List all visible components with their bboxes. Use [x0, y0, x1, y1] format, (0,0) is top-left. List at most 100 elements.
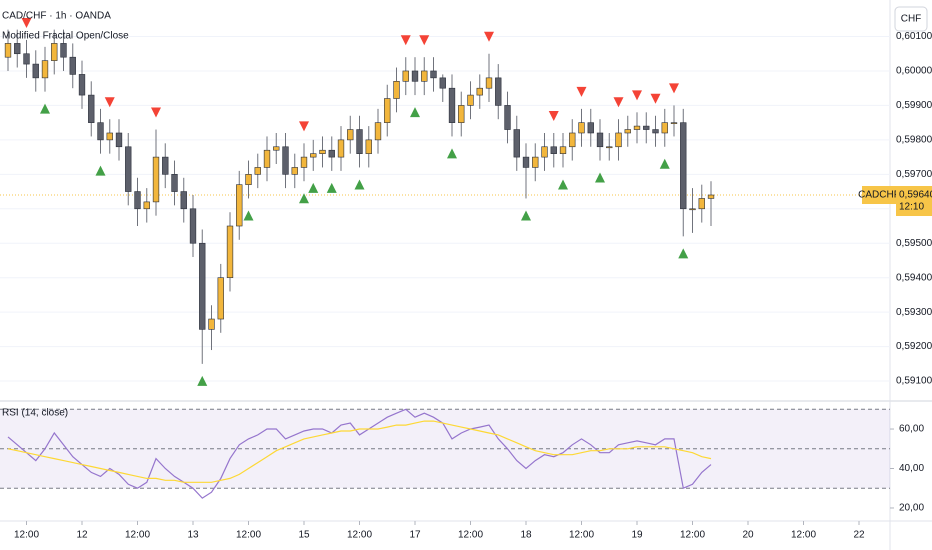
fractal-low-marker [558, 179, 569, 190]
x-tick-label: 12 [76, 530, 88, 541]
candle-body [51, 43, 58, 61]
candle-body [115, 132, 123, 148]
candle-body [402, 70, 409, 82]
countdown-label: 12:10 [899, 202, 924, 213]
fractal-high-marker [548, 110, 559, 121]
candle-body [559, 146, 567, 154]
candle-body [393, 81, 400, 99]
candle-body [624, 129, 631, 134]
candle-body [300, 156, 308, 168]
candle-body [236, 184, 243, 227]
fractal-low-marker [354, 179, 365, 190]
fractal-high-marker [613, 97, 624, 108]
candle-body [615, 132, 622, 148]
candle-body [458, 105, 465, 123]
series-line [7, 408, 712, 499]
candle-body [439, 77, 446, 89]
candle-body [707, 194, 715, 199]
candle-body [199, 242, 206, 330]
fractal-high-marker [669, 83, 680, 94]
fractal-low-marker [326, 182, 337, 193]
candle-body [448, 87, 456, 123]
last-price-badge [896, 186, 932, 217]
y-tick-label: 0,59900 [896, 100, 932, 111]
currency-label: CHF [901, 14, 922, 25]
candle-body [532, 156, 539, 168]
fractal-high-marker [576, 86, 587, 97]
candle-body [69, 56, 76, 75]
candle-body [421, 70, 428, 82]
candle-body [347, 129, 354, 141]
candle-body [88, 94, 95, 123]
candle-body [189, 208, 197, 244]
y-tick-label: 0,59300 [896, 307, 932, 318]
candle-body [106, 132, 113, 141]
y-tick-label: 0,59700 [896, 169, 932, 180]
fractal-high-marker [21, 17, 32, 28]
candle-body [643, 125, 650, 130]
candle-body [365, 139, 372, 154]
candle-body [680, 122, 687, 210]
fractal-low-marker [410, 107, 421, 118]
fractal-low-marker [197, 375, 208, 386]
symbol-label: CADCHF [858, 190, 900, 201]
x-tick-label: 17 [409, 530, 421, 541]
candle-body [226, 225, 234, 278]
x-tick-label: 19 [631, 530, 643, 541]
candle-body [587, 122, 594, 134]
fractal-low-marker [521, 210, 532, 221]
indicator-title: RSI (14, close) [2, 408, 68, 419]
x-tick-label: 12:00 [14, 530, 39, 541]
candle-body [282, 146, 289, 175]
fractal-low-marker [299, 193, 310, 204]
candle-body [41, 60, 49, 79]
symbol-badge [862, 186, 896, 205]
candle-body [670, 122, 678, 124]
candle-body [467, 94, 474, 106]
fractal-high-marker [299, 121, 310, 132]
y-tick-label: 40,00 [899, 463, 924, 474]
candle-body [522, 156, 530, 168]
candle-body [411, 70, 419, 82]
fractal-low-marker [40, 103, 51, 114]
candle-body [578, 122, 585, 134]
candle-body [504, 105, 511, 130]
fractal-high-marker [104, 97, 115, 108]
candle-body [291, 167, 298, 175]
candle-body [180, 191, 187, 210]
candle-body [97, 122, 104, 141]
candle-body [569, 132, 576, 148]
candle-body [356, 129, 363, 154]
x-tick-label: 18 [520, 530, 532, 541]
x-tick-label: 12:00 [458, 530, 483, 541]
candle-body [541, 146, 548, 158]
candle-body [14, 43, 21, 55]
candle-body [596, 132, 604, 148]
fractal-low-marker [678, 248, 689, 259]
last-price-label: 0,59640 [899, 190, 932, 201]
fractal-high-marker [650, 93, 661, 104]
candle-body [550, 146, 557, 154]
fractal-low-marker [95, 165, 106, 176]
candle-body [328, 149, 335, 158]
fractal-low-marker [447, 148, 458, 159]
candle-body [162, 156, 169, 175]
candle-body [78, 74, 86, 96]
y-tick-label: 20,00 [899, 503, 924, 514]
candle-body [319, 149, 326, 154]
y-tick-label: 0,60000 [896, 66, 932, 77]
candle-body [652, 129, 659, 134]
candle-body [60, 43, 67, 58]
y-tick-label: 0,59800 [896, 135, 932, 146]
currency-button[interactable] [894, 6, 928, 32]
x-tick-label: 22 [853, 530, 865, 541]
candle-body [384, 98, 391, 123]
x-tick-label: 12:00 [125, 530, 150, 541]
candle-body [310, 153, 317, 158]
fractal-high-marker [400, 35, 411, 46]
x-tick-label: 12:00 [347, 530, 372, 541]
candle-body [134, 191, 141, 210]
candle-body [430, 70, 437, 79]
x-tick-label: 12:00 [236, 530, 261, 541]
